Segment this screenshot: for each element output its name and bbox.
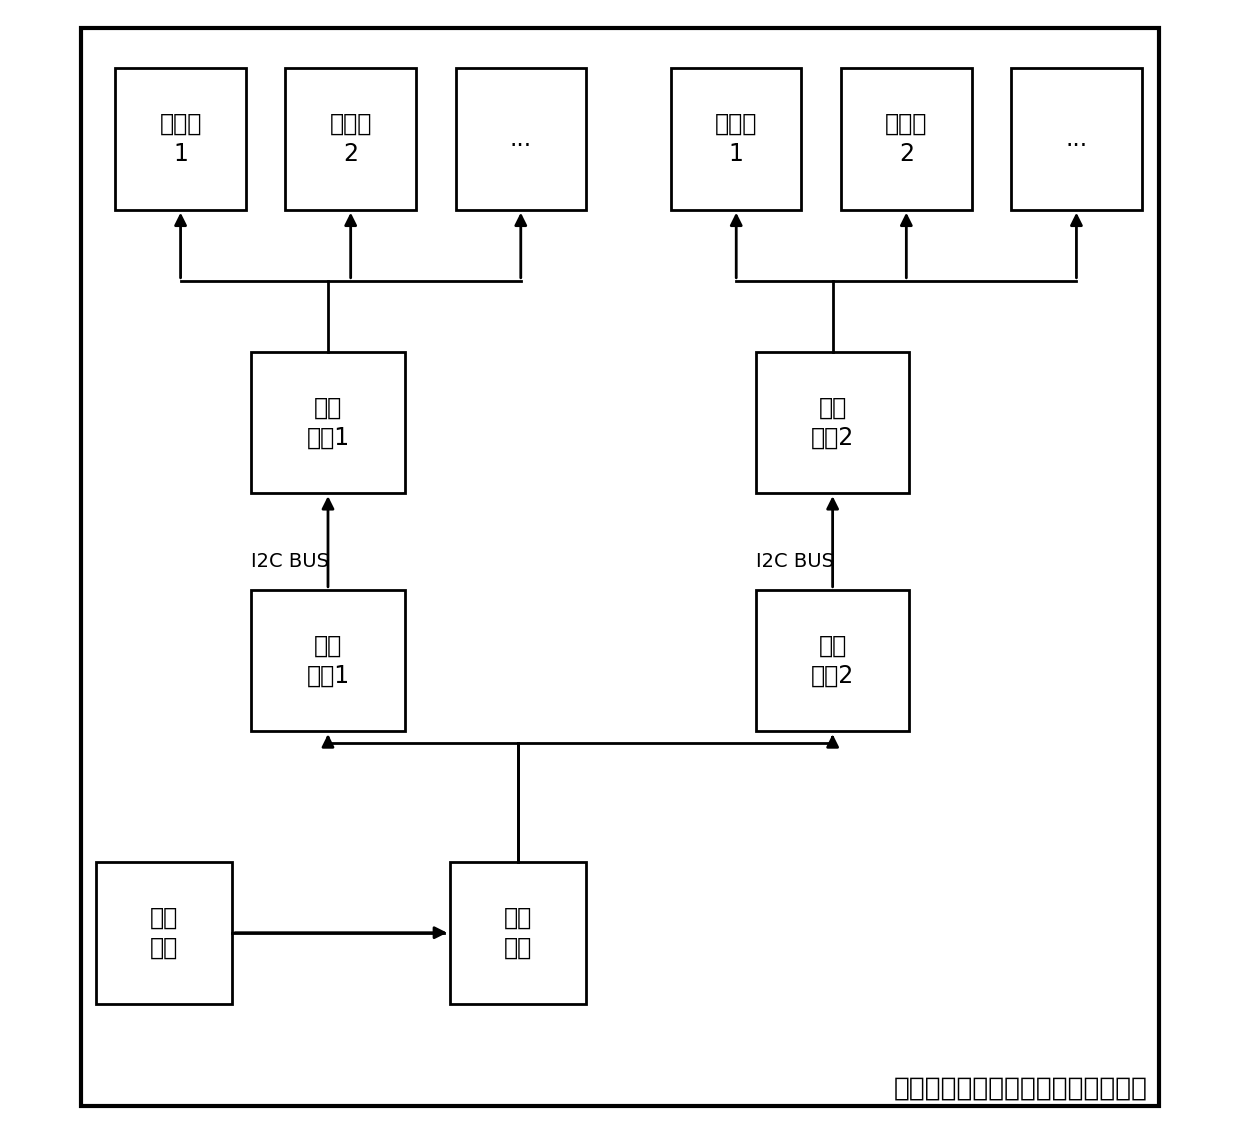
Bar (285, 68, 415, 210)
Text: 带实时监控功能的光模块老化测试板: 带实时监控功能的光模块老化测试板 (893, 1076, 1147, 1101)
Bar (252, 352, 404, 493)
Text: 光模块
2: 光模块 2 (885, 112, 928, 166)
Bar (756, 352, 909, 493)
Text: 光模块
1: 光模块 1 (160, 112, 202, 166)
Bar (252, 590, 404, 731)
Text: 光模块
1: 光模块 1 (715, 112, 758, 166)
Bar (115, 68, 246, 210)
Text: ...: ... (510, 127, 532, 151)
Text: 接口
电路: 接口 电路 (503, 906, 532, 959)
Text: 微处
理器1: 微处 理器1 (306, 634, 350, 687)
Bar (455, 68, 587, 210)
Bar (671, 68, 801, 210)
Bar (450, 862, 587, 1004)
Text: 微处
理器2: 微处 理器2 (811, 634, 854, 687)
Text: I2C BUS: I2C BUS (756, 552, 835, 570)
Bar (841, 68, 972, 210)
Bar (756, 590, 909, 731)
Text: 模拟
开关2: 模拟 开关2 (811, 396, 854, 449)
Text: I2C BUS: I2C BUS (252, 552, 330, 570)
Bar (95, 862, 232, 1004)
Text: 光模块
2: 光模块 2 (330, 112, 372, 166)
Text: ...: ... (1065, 127, 1087, 151)
Text: 模拟
开关1: 模拟 开关1 (306, 396, 350, 449)
Text: 电源
电路: 电源 电路 (150, 906, 179, 959)
Bar (1012, 68, 1142, 210)
